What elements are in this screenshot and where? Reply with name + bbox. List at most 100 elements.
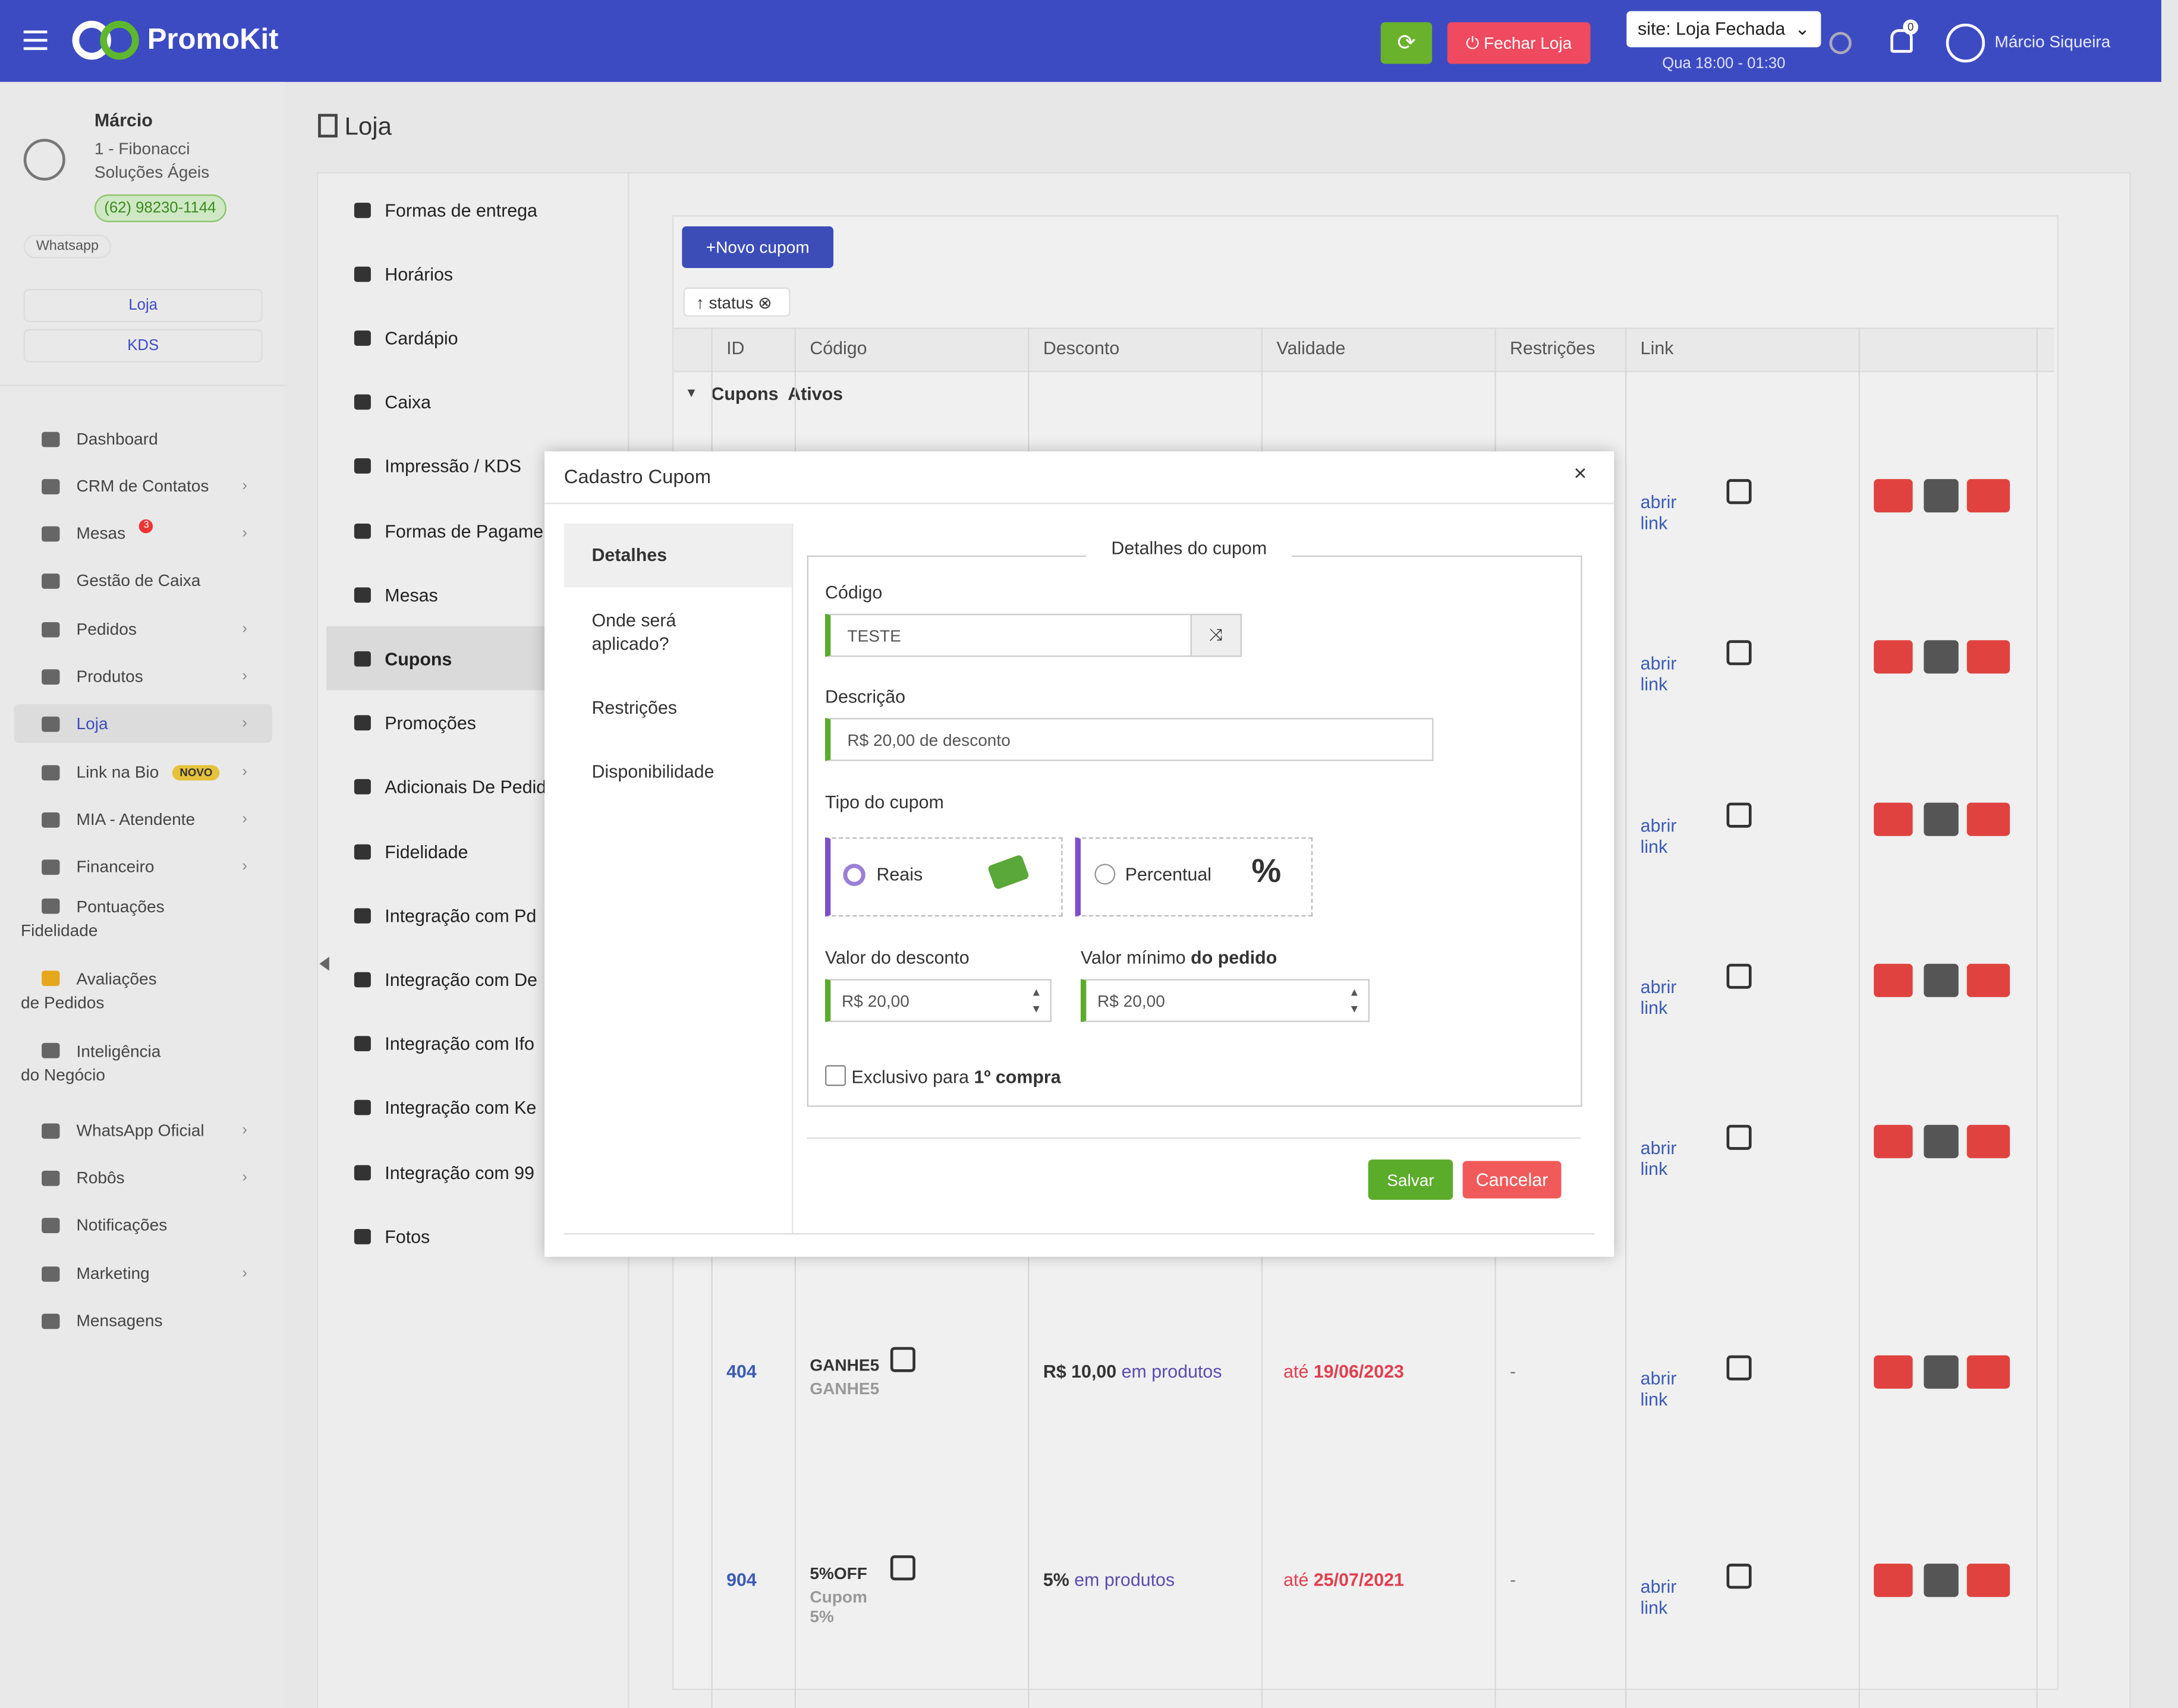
copy-icon[interactable] — [1726, 1564, 1752, 1589]
group-toggle[interactable]: ▾ — [687, 385, 695, 402]
tab[interactable]: Restrições — [591, 697, 677, 719]
delete-button[interactable] — [1924, 1564, 1959, 1597]
save-button[interactable]: Salvar — [1368, 1159, 1453, 1200]
edit-button[interactable] — [1874, 963, 1913, 997]
store-menu-item[interactable]: Formas de entrega — [326, 178, 628, 241]
tab[interactable]: Disponibilidade — [591, 761, 715, 782]
cancel-button[interactable]: Cancelar — [1462, 1161, 1562, 1199]
store-menu-item[interactable]: Integração com 99 — [326, 1140, 628, 1203]
store-menu-item[interactable]: Impressão / KDS — [326, 434, 628, 498]
new-coupon-button[interactable]: + Novo cupom — [682, 226, 834, 268]
store-menu-item[interactable]: Integração com De — [326, 948, 628, 1011]
link[interactable]: abrir link — [1640, 1367, 1677, 1410]
kds-button[interactable]: KDS — [23, 329, 263, 363]
copy-icon[interactable] — [1726, 1355, 1752, 1381]
type-option[interactable] — [1075, 837, 1313, 917]
delete-button[interactable] — [1924, 640, 1959, 674]
nav-item[interactable]: Financeiro › — [14, 847, 272, 885]
store-menu-item[interactable]: Integração com Ke — [326, 1076, 628, 1139]
delete-button[interactable] — [1924, 963, 1959, 997]
link[interactable]: abrir link — [1640, 491, 1677, 534]
nav-item[interactable]: CRM de Contatos › — [14, 467, 272, 505]
pause-button[interactable] — [1966, 802, 2010, 836]
copy-icon[interactable] — [1726, 1124, 1752, 1150]
link[interactable]: abrir link — [1640, 653, 1677, 695]
nav-item[interactable]: WhatsApp Oficial › — [14, 1111, 272, 1149]
copy-icon[interactable] — [890, 1555, 915, 1581]
nav-item[interactable]: Pedidos › — [14, 610, 272, 648]
nav-item[interactable]: Pontuações Fidelidade — [14, 896, 272, 946]
store-menu-item[interactable]: Caixa — [326, 370, 628, 434]
tab[interactable]: Onde será aplicado? — [591, 609, 676, 654]
nav-item[interactable]: Marketing › — [14, 1254, 272, 1293]
pause-button[interactable] — [1966, 640, 2010, 674]
copy-icon[interactable] — [1726, 963, 1752, 989]
blocked-icon[interactable] — [1829, 31, 1852, 55]
radio-checked[interactable] — [843, 864, 865, 886]
pause-button[interactable] — [1966, 963, 2010, 997]
checkbox[interactable] — [825, 1065, 846, 1086]
delete-button[interactable] — [1924, 1355, 1959, 1389]
link[interactable]: abrir link — [1640, 1576, 1677, 1618]
edit-button[interactable] — [1874, 1564, 1913, 1597]
link[interactable]: abrir link — [1640, 1137, 1677, 1179]
edit-button[interactable] — [1874, 640, 1913, 674]
shuffle-button[interactable]: ⤨ — [1190, 613, 1242, 657]
code-input[interactable]: TESTE — [825, 613, 1192, 657]
type-option[interactable] — [825, 837, 1063, 917]
store-menu-item[interactable]: Integração com Ifo — [326, 1012, 628, 1076]
nav-item[interactable]: MIA - Atendente › — [14, 800, 272, 839]
nav-item[interactable]: Robôs › — [14, 1158, 272, 1197]
nav-item[interactable]: Loja › — [14, 704, 272, 743]
refresh-button[interactable]: ⟳ — [1380, 22, 1433, 64]
tab[interactable]: Detalhes — [591, 544, 668, 566]
min-input[interactable]: R$ 20,00 ▲ ▼ — [1080, 979, 1370, 1022]
nav-item[interactable]: Inteligência do Negócio — [14, 1040, 272, 1090]
store-menu-item[interactable]: Promoções — [326, 691, 628, 755]
radio[interactable] — [1094, 864, 1116, 885]
site-select[interactable]: site: Loja Fechada ⌄ — [1626, 11, 1821, 48]
spinner[interactable]: ▲ ▼ — [1031, 985, 1042, 1014]
link[interactable]: abrir link — [1640, 815, 1677, 857]
nav-item[interactable]: Gestão de Caixa — [14, 561, 272, 600]
edit-button[interactable] — [1874, 479, 1913, 513]
delete-button[interactable] — [1924, 479, 1959, 513]
copy-icon[interactable] — [1726, 640, 1752, 666]
description-input[interactable]: R$ 20,00 de desconto — [825, 718, 1434, 761]
store-menu-item[interactable]: Adicionais De Pedid — [326, 755, 628, 819]
store-menu-item[interactable]: Mesas — [326, 563, 628, 626]
user-avatar[interactable] — [1946, 23, 1985, 63]
whatsapp-chip[interactable]: Whatsapp — [23, 234, 112, 259]
edit-button[interactable] — [1874, 802, 1913, 836]
store-menu-item[interactable]: Fotos — [326, 1204, 628, 1268]
pause-button[interactable] — [1966, 1124, 2010, 1158]
discount-input[interactable]: R$ 20,00 ▲ ▼ — [825, 979, 1052, 1022]
bell-icon[interactable] — [1890, 29, 1913, 53]
store-menu-item[interactable]: Integração com Pd — [326, 884, 628, 947]
edit-button[interactable] — [1874, 1355, 1913, 1389]
close-store-button[interactable]: ⏻ Fechar Loja — [1447, 22, 1591, 64]
pause-button[interactable] — [1966, 1355, 2010, 1389]
user-name[interactable]: Márcio Siqueira — [1994, 31, 2111, 52]
store-menu-item[interactable]: Fidelidade — [326, 820, 628, 883]
collapse-arrow[interactable] — [313, 957, 329, 971]
close-button[interactable]: × — [1573, 462, 1587, 486]
nav-item[interactable]: Notificações — [14, 1205, 272, 1244]
copy-icon[interactable] — [1726, 802, 1752, 828]
nav-item[interactable]: Dashboard — [14, 420, 272, 458]
nav-item[interactable]: Link na Bio NOVO › — [14, 753, 272, 792]
link[interactable]: abrir link — [1640, 976, 1677, 1018]
nav-item[interactable]: Mensagens — [14, 1302, 272, 1340]
edit-button[interactable] — [1874, 1124, 1913, 1158]
copy-icon[interactable] — [890, 1347, 915, 1372]
spinner[interactable]: ▲ ▼ — [1349, 985, 1360, 1014]
pause-button[interactable] — [1966, 479, 2010, 513]
menu-toggle[interactable] — [23, 30, 48, 51]
store-button[interactable]: Loja — [23, 289, 263, 323]
pause-button[interactable] — [1966, 1564, 2010, 1597]
nav-item[interactable]: Avaliações de Pedidos — [14, 968, 272, 1018]
copy-icon[interactable] — [1726, 479, 1752, 505]
store-menu-item[interactable]: Horários — [326, 242, 628, 305]
store-menu-item[interactable]: Cardápio — [326, 306, 628, 370]
nav-item[interactable]: Mesas 3 › — [14, 514, 272, 553]
